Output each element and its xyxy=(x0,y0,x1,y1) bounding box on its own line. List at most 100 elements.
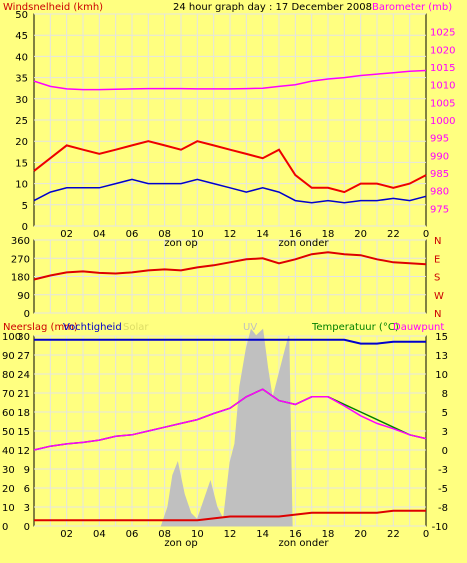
series-windrichting xyxy=(33,251,427,281)
humidity-tick-label: 80 xyxy=(2,370,15,381)
temperature-tick-label: 8 xyxy=(442,389,448,400)
wind-tick-label: 0 xyxy=(22,222,28,233)
wind-tick-label: 50 xyxy=(15,10,28,21)
temperature-tick-label: 0 xyxy=(442,446,448,457)
humidity-tick-label: 0 xyxy=(2,522,8,533)
hour-tick-label: 10 xyxy=(191,529,204,540)
uv-tick-label: 27 xyxy=(17,351,30,362)
wind-tick-label: 45 xyxy=(15,31,28,42)
uv-tick-label: 21 xyxy=(17,389,30,400)
hour-tick-label: 18 xyxy=(322,529,335,540)
uv-area xyxy=(160,328,293,527)
direction-tick-label: 270 xyxy=(11,254,30,265)
hour-tick-label: 10 xyxy=(191,229,204,240)
humidity-tick-label: 30 xyxy=(2,465,15,476)
hour-tick-label: 20 xyxy=(354,229,367,240)
temperature-tick-label: 10 xyxy=(435,370,448,381)
hour-tick-label: 02 xyxy=(60,229,73,240)
temperature-tick-label: -8 xyxy=(438,503,448,514)
direction-tick-label: 90 xyxy=(17,291,30,302)
wind-axis-label: Windsnelheid (kmh) xyxy=(3,2,103,13)
barometer-tick-label: 1005 xyxy=(430,98,455,109)
hour-tick-label: 16 xyxy=(289,229,302,240)
humidity-tick-label: 60 xyxy=(2,408,15,419)
temperature-tick-label: 3 xyxy=(442,427,448,438)
wind-tick-label: 20 xyxy=(15,137,28,148)
compass-tick-label: N xyxy=(434,309,441,320)
sunrise-label: zon op xyxy=(164,238,197,249)
series-barometer xyxy=(33,69,427,91)
hour-tick-label: 22 xyxy=(387,229,400,240)
barometer-tick-label: 1010 xyxy=(430,81,455,92)
hour-tick-label: 06 xyxy=(126,229,139,240)
hour-tick-label: 12 xyxy=(224,529,237,540)
series-windsnelheid xyxy=(33,178,427,204)
hour-tick-label: 14 xyxy=(256,229,269,240)
temperature-tick-label: -3 xyxy=(438,465,448,476)
uv-tick-label: 3 xyxy=(24,503,30,514)
hour-tick-label: 06 xyxy=(126,529,139,540)
humidity-axis-label: Vochtigheid xyxy=(63,322,122,333)
compass-tick-label: W xyxy=(434,291,444,302)
temperature-tick-label: 15 xyxy=(435,332,448,343)
barometer-tick-label: 990 xyxy=(430,151,449,162)
series-windvlaag xyxy=(33,140,427,194)
sunset-label: zon onder xyxy=(279,538,330,549)
hour-tick-label: 22 xyxy=(387,529,400,540)
barometer-tick-label: 1000 xyxy=(430,116,455,127)
uv-tick-label: 18 xyxy=(17,408,30,419)
temperature-tick-label: -5 xyxy=(438,484,448,495)
hour-tick-label: 04 xyxy=(93,229,106,240)
humidity-tick-label: 70 xyxy=(2,389,15,400)
compass-tick-label: E xyxy=(434,254,440,265)
hour-tick-label: 12 xyxy=(224,229,237,240)
hour-tick-label: 0 xyxy=(423,229,429,240)
solar-axis-label: Solar xyxy=(123,322,149,333)
text-layer: Windsnelheid (kmh) 24 hour graph day : 1… xyxy=(2,2,455,549)
barometer-tick-label: 975 xyxy=(430,204,449,215)
uv-tick-label: 12 xyxy=(17,446,30,457)
humidity-tick-label: 10 xyxy=(2,503,15,514)
humidity-tick-label: 100 xyxy=(2,332,21,343)
sunset-label: zon onder xyxy=(279,238,330,249)
compass-tick-label: S xyxy=(434,273,440,284)
barometer-axis-label: Barometer (mb) xyxy=(372,2,452,13)
barometer-tick-label: 1020 xyxy=(430,45,455,56)
hour-tick-label: 20 xyxy=(354,529,367,540)
uv-tick-label: 30 xyxy=(17,332,30,343)
uv-tick-label: 0 xyxy=(24,522,30,533)
wind-tick-label: 35 xyxy=(15,74,28,85)
marks-layer xyxy=(33,69,427,527)
wind-tick-label: 25 xyxy=(15,116,28,127)
temperature-tick-label: 13 xyxy=(435,351,448,362)
uv-tick-label: 6 xyxy=(24,484,30,495)
barometer-tick-label: 985 xyxy=(430,169,449,180)
compass-tick-label: N xyxy=(434,236,441,247)
barometer-tick-label: 1025 xyxy=(430,28,455,39)
temperature-tick-label: -10 xyxy=(432,522,448,533)
uv-tick-label: 15 xyxy=(17,427,30,438)
rain-axis-label: Neerslag (mm) xyxy=(3,322,78,333)
temperature-tick-label: 5 xyxy=(442,408,448,419)
direction-tick-label: 0 xyxy=(24,309,30,320)
barometer-tick-label: 1015 xyxy=(430,63,455,74)
hour-tick-label: 14 xyxy=(256,529,269,540)
sunrise-label: zon op xyxy=(164,538,197,549)
wind-tick-label: 10 xyxy=(15,180,28,191)
uv-tick-label: 24 xyxy=(17,370,30,381)
humidity-tick-label: 20 xyxy=(2,484,15,495)
barometer-tick-label: 980 xyxy=(430,187,449,198)
grid-layer xyxy=(34,13,426,527)
hour-tick-label: 16 xyxy=(289,529,302,540)
wind-tick-label: 15 xyxy=(15,158,28,169)
direction-tick-label: 180 xyxy=(11,273,30,284)
uv-tick-label: 9 xyxy=(24,465,30,476)
hour-tick-label: 04 xyxy=(93,529,106,540)
hour-tick-label: 08 xyxy=(158,229,171,240)
wind-tick-label: 5 xyxy=(22,201,28,212)
wind-tick-label: 40 xyxy=(15,52,28,63)
hour-tick-label: 18 xyxy=(322,229,335,240)
hour-tick-label: 0 xyxy=(423,529,429,540)
humidity-tick-label: 40 xyxy=(2,446,15,457)
chart-title: 24 hour graph day : 17 December 2008 xyxy=(173,2,372,13)
